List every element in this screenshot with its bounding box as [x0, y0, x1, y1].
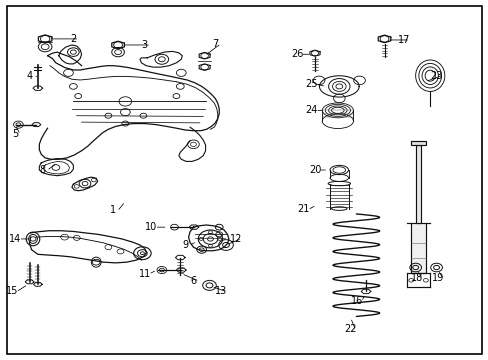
Text: 17: 17 [397, 35, 409, 45]
Text: 22: 22 [344, 324, 356, 334]
Text: 8: 8 [40, 165, 46, 175]
Bar [410, 140, 426, 145]
Text: 21: 21 [297, 204, 309, 214]
Text: 7: 7 [212, 39, 218, 49]
Text: 3: 3 [142, 40, 147, 50]
Text: 2: 2 [70, 34, 76, 44]
Bar [415, 145, 420, 224]
Text: 11: 11 [139, 269, 151, 279]
Text: 20: 20 [308, 165, 321, 175]
Text: 15: 15 [6, 287, 18, 296]
Text: 13: 13 [215, 287, 227, 296]
Text: 25: 25 [305, 79, 317, 89]
Text: 14: 14 [9, 234, 21, 244]
Text: 10: 10 [145, 222, 157, 232]
Text: 6: 6 [190, 276, 196, 286]
Text: 23: 23 [429, 71, 442, 81]
Text: 18: 18 [410, 273, 423, 283]
Text: 16: 16 [350, 296, 363, 306]
Text: 9: 9 [182, 240, 188, 250]
Text: 24: 24 [305, 105, 317, 115]
Text: 26: 26 [290, 49, 303, 59]
Bar [410, 224, 425, 273]
Text: 1: 1 [110, 205, 116, 215]
Text: 12: 12 [229, 234, 242, 244]
Text: 5: 5 [12, 129, 18, 139]
Text: 19: 19 [431, 273, 443, 283]
Text: 4: 4 [26, 71, 33, 81]
